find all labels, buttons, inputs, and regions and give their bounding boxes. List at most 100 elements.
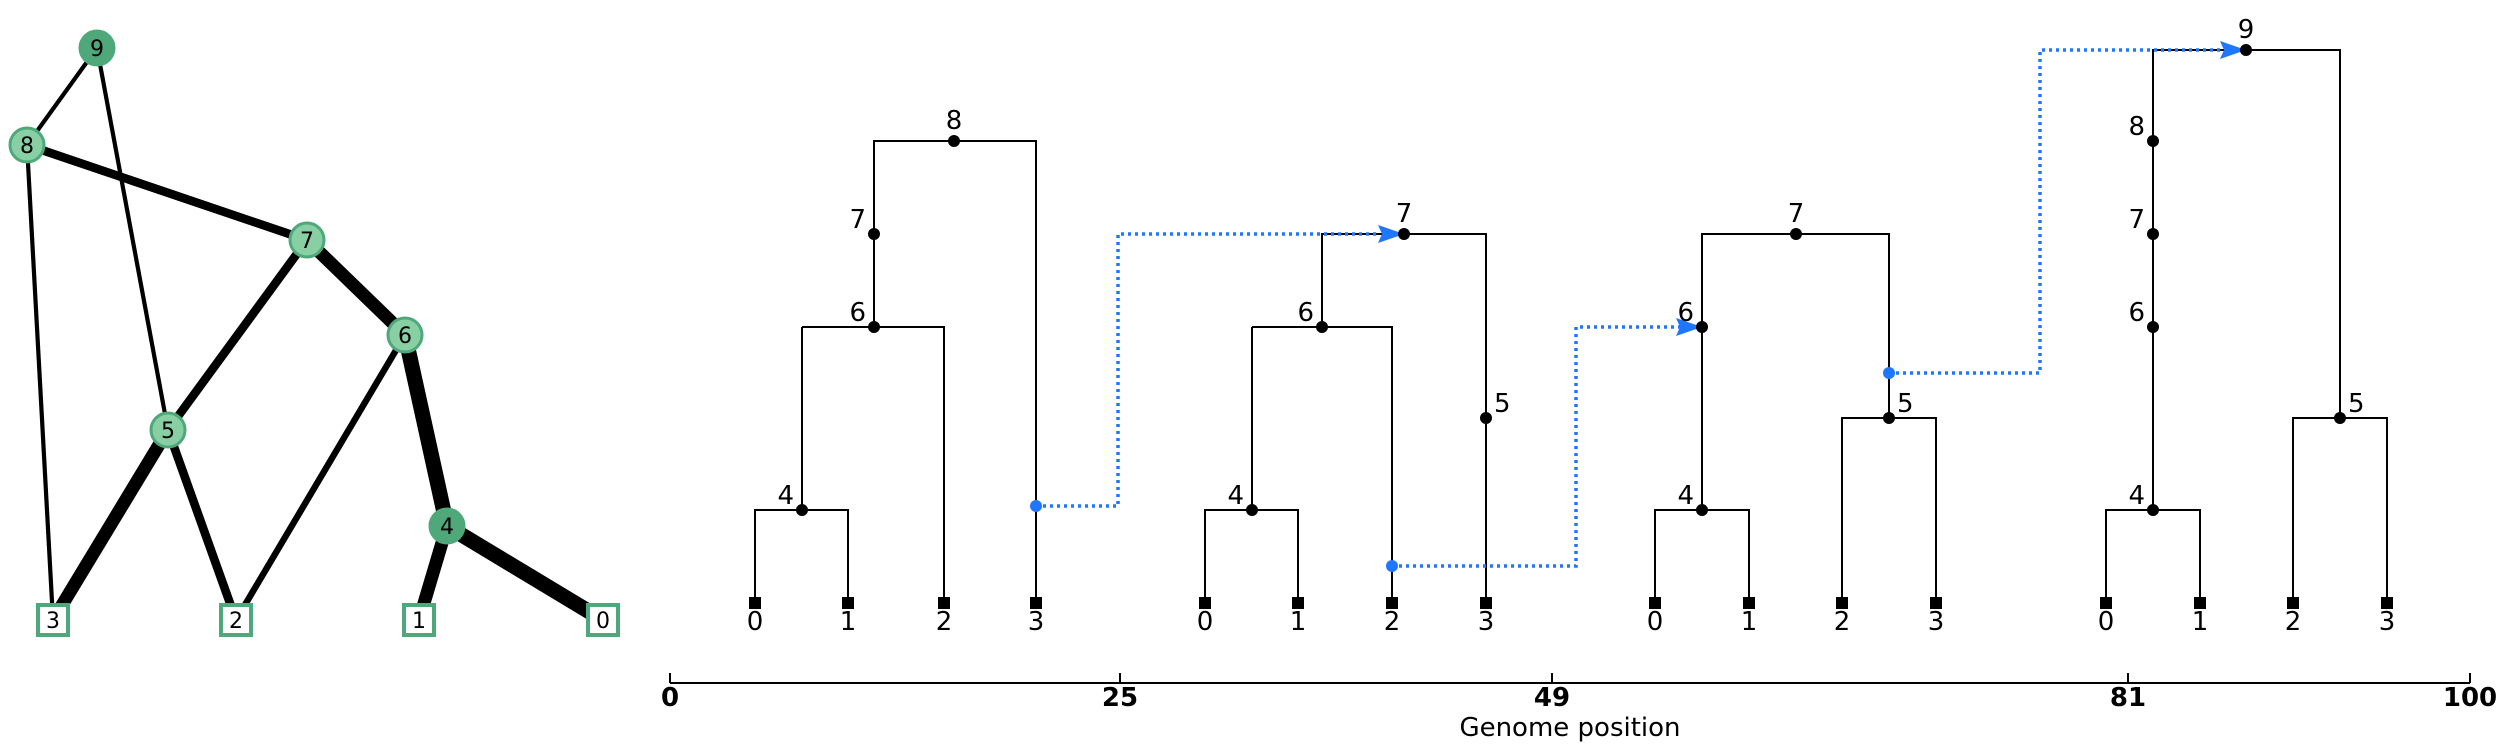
graph-leaf-0 — [586, 603, 620, 637]
graph-node-6 — [386, 316, 424, 354]
tree-1-leaf-label-0: 0 — [747, 607, 764, 637]
recombination-arrow-1 — [1378, 225, 1404, 243]
tree-3-node-0 — [1790, 228, 1802, 240]
graph-node-5 — [149, 411, 187, 449]
graph-edge-8-7 — [25, 140, 309, 245]
graph-node-9 — [78, 29, 116, 67]
tree-2-node-label-1: 6 — [1297, 298, 1314, 328]
tree-4-leaf-3 — [2381, 597, 2393, 609]
axis-tick-label-1: 25 — [1102, 683, 1138, 713]
tree-2-node-1 — [1316, 321, 1328, 333]
tree-3-node-1 — [1696, 321, 1708, 333]
tree-4-node-3 — [2147, 321, 2159, 333]
graph-node-label-1: 1 — [412, 609, 426, 634]
tree-3-leaf-2 — [1836, 597, 1848, 609]
tree-3-node-label-0: 7 — [1788, 199, 1805, 229]
tree-3-leaf-label-3: 3 — [1928, 607, 1945, 637]
recombination-paths — [1030, 41, 2246, 572]
tree-2-leaf-label-2: 2 — [1384, 607, 1401, 637]
tree-4-node-label-5: 4 — [2128, 481, 2145, 511]
graph-edge-7-5 — [164, 237, 311, 433]
graph-node-label-9: 9 — [90, 37, 104, 62]
graph-nodes: 9 8 7 6 5 4 3 2 1 0 — [8, 29, 620, 637]
tree-1-node-label-2: 6 — [849, 298, 866, 328]
tree-4-node-5 — [2147, 504, 2159, 516]
graph-edge-5-3 — [47, 426, 174, 624]
tree-4-node-label-1: 8 — [2128, 112, 2145, 142]
tree-4-leaf-label-2: 2 — [2285, 607, 2302, 637]
axis-tick-label-0: 0 — [661, 683, 679, 713]
axis-tick-label-3: 81 — [2110, 683, 2146, 713]
tree-2-leaf-3 — [1480, 597, 1492, 609]
ancestral-graph: 9 8 7 6 5 4 3 2 1 0 — [8, 29, 620, 637]
tree-3-leaf-3 — [1930, 597, 1942, 609]
tree-2-node-label-3: 4 — [1227, 481, 1244, 511]
tree-3-leaf-0 — [1649, 597, 1661, 609]
tree-1-leaf-0 — [749, 597, 761, 609]
tree-3-node-label-1: 6 — [1677, 298, 1694, 328]
recombination-start-2 — [1386, 560, 1398, 572]
graph-node-label-3: 3 — [46, 609, 60, 634]
graph-edge-9-5 — [94, 47, 171, 431]
tree-2-node-3 — [1246, 504, 1258, 516]
tree-2-branches — [1204, 233, 1487, 603]
graph-edge-9-8 — [25, 46, 99, 147]
tree-1-leaf-label-2: 2 — [936, 607, 953, 637]
tree-4-node-label-3: 6 — [2128, 298, 2145, 328]
axis-ticks: 0 25 49 81 100 — [661, 673, 2497, 713]
graph-node-label-0: 0 — [596, 609, 610, 634]
tree-2-leaf-0 — [1199, 597, 1211, 609]
tree-4-node-1 — [2147, 135, 2159, 147]
tree-4-leaf-1 — [2194, 597, 2206, 609]
tree-3-node-3 — [1696, 504, 1708, 516]
graph-edge-6-2 — [233, 333, 408, 622]
graph-node-7 — [288, 221, 326, 259]
graph-leaf-2 — [219, 603, 253, 637]
tree-1-node-2 — [868, 321, 880, 333]
tree-2-node-label-0: 7 — [1396, 199, 1413, 229]
tree-4-node-label-0: 9 — [2238, 15, 2255, 45]
graph-edge-7-6 — [302, 235, 410, 340]
tree-1-leaf-1 — [842, 597, 854, 609]
genome-axis: 0 25 49 81 100 Genome position — [661, 673, 2497, 743]
tree-1-node-3 — [796, 504, 808, 516]
tree-1-leaf-label-1: 1 — [840, 607, 857, 637]
tree-labels: 0 1 2 3 0 1 2 3 0 1 2 3 0 1 2 3 8 7 6 4 7 6 5 4 7 6 5 4 9 8 7 6 5 4 — [747, 15, 2396, 637]
tree-marks — [749, 44, 2393, 609]
tree-3-leaf-label-0: 0 — [1647, 607, 1664, 637]
tree-3-leaf-label-1: 1 — [1741, 607, 1758, 637]
graph-edge-6-4 — [397, 333, 455, 528]
graph-edges — [24, 46, 607, 627]
graph-node-label-8: 8 — [20, 134, 34, 159]
local-tree-1 — [754, 140, 1037, 603]
tree-4-node-label-2: 7 — [2128, 205, 2145, 235]
local-tree-2 — [1204, 233, 1487, 603]
tree-4-node-0 — [2240, 44, 2252, 56]
tree-3-leaf-1 — [1743, 597, 1755, 609]
recombination-start-1 — [1030, 500, 1042, 512]
tree-2-leaf-label-1: 1 — [1290, 607, 1307, 637]
tree-4-leaf-label-1: 1 — [2192, 607, 2209, 637]
tree-1-leaf-label-3: 3 — [1028, 607, 1045, 637]
graph-node-label-4: 4 — [440, 515, 454, 540]
tree-4-leaf-2 — [2287, 597, 2299, 609]
graph-node-label-5: 5 — [161, 419, 175, 444]
graph-edge-5-2 — [163, 428, 241, 622]
axis-tick-label-4: 100 — [2443, 683, 2497, 713]
axis-tick-label-2: 49 — [1534, 683, 1570, 713]
recombination-start-3 — [1883, 367, 1895, 379]
tree-1-node-label-0: 8 — [946, 106, 963, 136]
tree-2-node-2 — [1480, 412, 1492, 424]
tree-2-leaf-label-3: 3 — [1478, 607, 1495, 637]
graph-node-label-2: 2 — [229, 609, 243, 634]
tree-1-node-label-1: 7 — [849, 205, 866, 235]
graph-leaf-1 — [402, 603, 436, 637]
graph-node-4 — [428, 507, 466, 545]
recombination-arrow-3 — [2220, 41, 2246, 59]
tree-4-leaf-label-3: 3 — [2379, 607, 2396, 637]
tree-2-leaf-2 — [1386, 597, 1398, 609]
tree-4-node-2 — [2147, 228, 2159, 240]
recombination-arrow-2 — [1676, 318, 1702, 336]
